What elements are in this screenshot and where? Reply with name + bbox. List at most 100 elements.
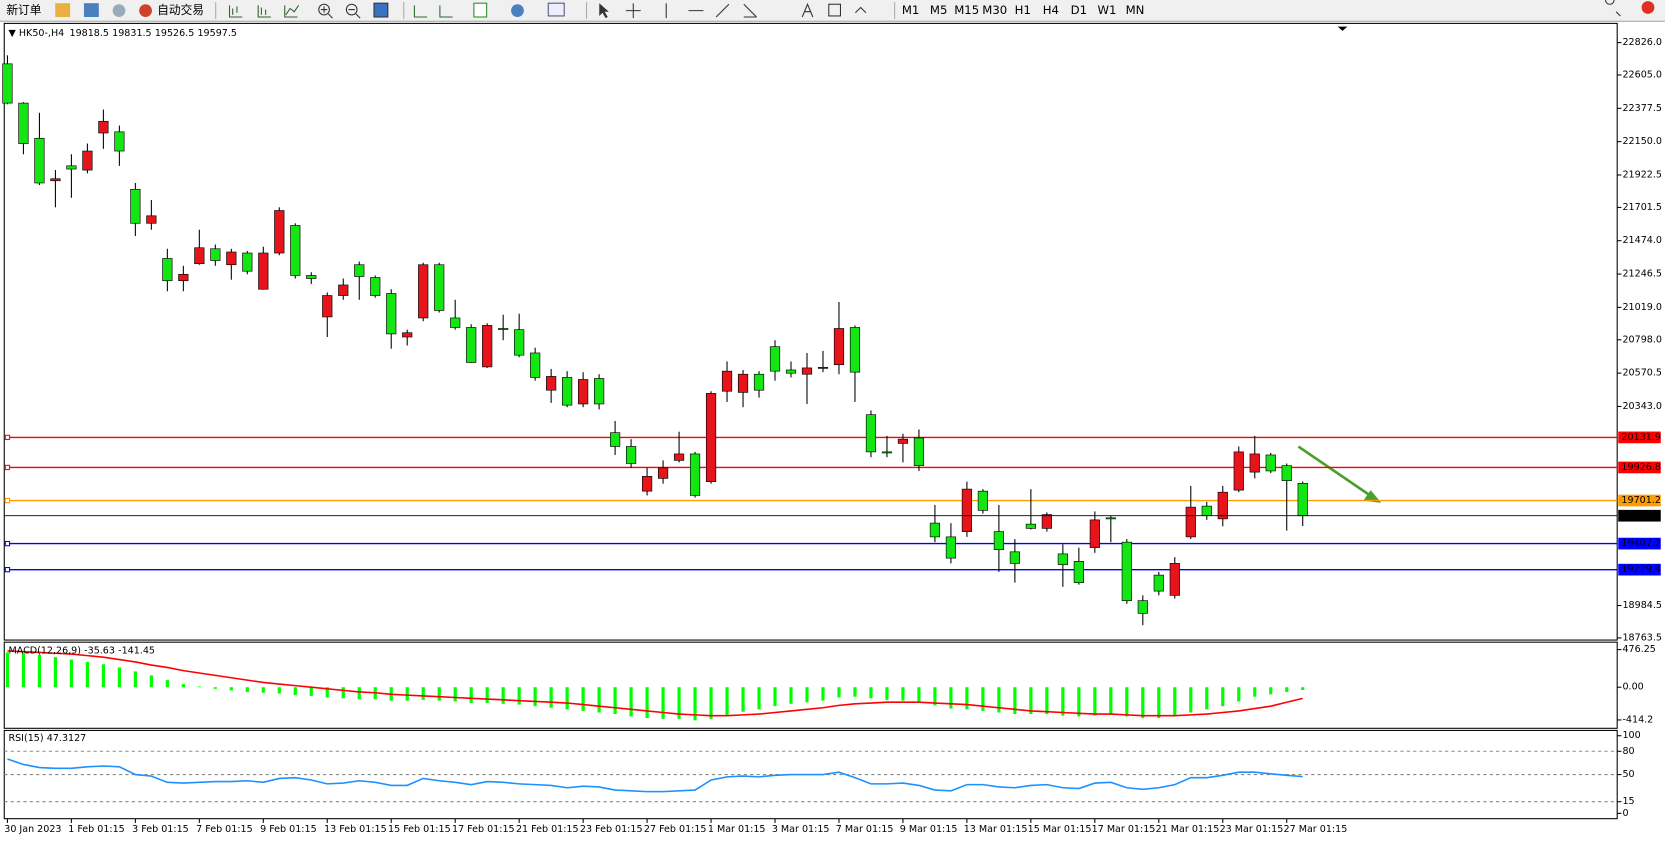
x-tick-label: 27 Mar 01:15 (1284, 824, 1348, 835)
icon[interactable] (348, 9, 361, 19)
macd-bar (1285, 687, 1289, 692)
icon[interactable] (257, 5, 271, 18)
icon[interactable] (228, 5, 243, 18)
y-tick-label: 22605.0 (1622, 69, 1661, 80)
x-tick-label: 13 Mar 01:15 (964, 824, 1028, 835)
search-icon[interactable] (1605, 0, 1621, 17)
candle-body (578, 379, 589, 405)
icon[interactable] (413, 5, 453, 18)
candle-body (993, 531, 1004, 550)
candle-body (1105, 517, 1116, 520)
macd-bar (1173, 687, 1177, 717)
macd-bar (213, 687, 217, 689)
timeframe-button[interactable]: W1 (1097, 3, 1116, 17)
chart-type-icons[interactable] (228, 5, 300, 18)
level-handle (4, 540, 11, 547)
candle-body (1217, 491, 1228, 520)
macd-bar (901, 687, 905, 701)
candle-body (546, 376, 557, 391)
candle-body (162, 258, 173, 282)
candle-body (306, 275, 317, 279)
open: 19818.5 (70, 27, 109, 38)
macd-bar (501, 687, 505, 704)
timeframe-button[interactable]: H1 (1015, 3, 1031, 17)
timeframe-button[interactable]: M15 (954, 3, 979, 17)
timeframe-button[interactable]: M30 (982, 3, 1007, 17)
rsi-title: RSI(15) (9, 732, 44, 743)
arrow-shaft (1297, 445, 1370, 496)
line-tools[interactable] (665, 3, 730, 19)
macd-bar (725, 687, 729, 715)
auto-trade-icon[interactable] (139, 4, 152, 18)
candle-body (737, 373, 749, 393)
candle-body (66, 165, 77, 170)
macd-bar (85, 661, 89, 688)
timeframe-button[interactable]: M5 (930, 3, 948, 17)
y-tick-label: 18984.5 (1622, 600, 1661, 611)
timeframe-button[interactable]: M1 (902, 3, 920, 17)
label-icon[interactable] (828, 3, 842, 17)
macd-bar (53, 657, 58, 688)
candle-body (945, 536, 957, 559)
candle-body (1121, 541, 1132, 601)
macd-bar (277, 687, 281, 694)
macd-bar (245, 687, 249, 692)
macd-pane-border (3, 641, 1618, 729)
icon[interactable] (318, 3, 330, 16)
crosshair-icon[interactable] (625, 3, 641, 19)
cursor-icon[interactable] (599, 3, 609, 19)
icon[interactable] (284, 5, 300, 18)
macd-bar (629, 687, 633, 717)
timeframe-button[interactable]: H4 (1043, 3, 1059, 17)
macd-bar (453, 687, 457, 702)
macd-bar (101, 664, 105, 688)
candle-body (498, 328, 509, 330)
candle-body (1041, 514, 1052, 529)
macd-bar (5, 652, 10, 688)
header-arrow: ▼ (9, 27, 19, 38)
x-tick-label: 30 Jan 2023 (4, 824, 61, 835)
candle-body (450, 317, 461, 328)
candle-body (98, 120, 109, 134)
zoom-icons[interactable] (318, 2, 389, 19)
template-icon[interactable] (547, 2, 565, 17)
candle-body (897, 438, 909, 444)
icon[interactable] (373, 2, 389, 18)
new-order-button[interactable]: 新订单 (6, 3, 41, 17)
macd-bar (357, 687, 361, 700)
timeframe-button[interactable]: D1 (1071, 3, 1087, 17)
x-tick-label: 17 Mar 01:15 (1092, 824, 1156, 835)
candle-body (1281, 465, 1292, 481)
candle-body (562, 377, 573, 406)
bid-tag-label: 19597.5 (1621, 510, 1660, 521)
macd-bar (1141, 687, 1145, 719)
icon[interactable] (345, 3, 358, 16)
candle-body (1249, 453, 1260, 473)
icon[interactable] (320, 6, 333, 19)
macd-bar (309, 687, 313, 696)
macd-bar (997, 687, 1001, 713)
candle-body (34, 137, 45, 184)
y-tick-label: 22377.5 (1622, 103, 1661, 114)
auto-trade-button[interactable]: 自动交易 (157, 3, 204, 17)
icon[interactable] (55, 3, 71, 18)
arrow-icon[interactable] (854, 6, 867, 14)
notification-badge[interactable] (1641, 1, 1655, 14)
icon[interactable] (112, 4, 126, 18)
indicator-icon[interactable] (473, 2, 488, 18)
timeframe-button[interactable]: MN (1126, 3, 1145, 17)
icon[interactable] (83, 3, 99, 18)
x-tick-label: 21 Mar 01:15 (1156, 824, 1220, 835)
macd-bar (165, 680, 169, 688)
period-icon[interactable] (511, 4, 524, 18)
macd-bar (565, 687, 569, 710)
price-tag-label: 19229.4 (1621, 564, 1660, 575)
level-handle (4, 434, 11, 441)
macd-bar (1125, 687, 1129, 717)
x-tick-label: 15 Mar 01:15 (1028, 824, 1092, 835)
text-icon[interactable] (801, 2, 814, 18)
candle-body (849, 327, 861, 373)
fibo-icon[interactable] (743, 3, 757, 18)
price-tag-label: 20131.9 (1621, 432, 1660, 443)
